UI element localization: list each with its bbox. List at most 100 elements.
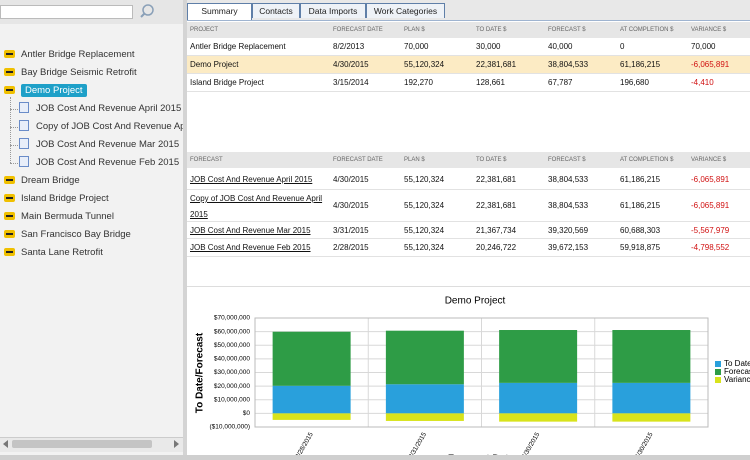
tree-node[interactable]: Island Bridge Project	[4, 191, 109, 207]
tree-label: JOB Cost And Revenue April 2015	[36, 103, 182, 114]
tree-node[interactable]: Bay Bridge Seismic Retrofit	[4, 65, 137, 81]
table-cell: 40,000	[548, 42, 573, 51]
tab[interactable]: Summary	[187, 3, 252, 20]
table-row[interactable]: Antler Bridge Replacement 8/2/2013 70,000 3…	[187, 38, 750, 56]
table-cell: 39,672,153	[548, 243, 589, 252]
scroll-left[interactable]	[2, 440, 10, 448]
table-cell: Antler Bridge Replacement	[190, 42, 286, 51]
y-tick-label: ($10,000,000)	[210, 424, 250, 431]
table-cell: 22,381,681	[476, 60, 517, 69]
tree-label: Demo Project	[21, 84, 87, 97]
table-cell: 196,680	[620, 78, 649, 87]
bar-segment	[385, 384, 464, 414]
tree-connector	[10, 163, 18, 164]
project-tree-panel: Antler Bridge Replacement Bay Bridge Seis…	[0, 0, 183, 460]
tree-node[interactable]: Demo Project	[4, 83, 87, 99]
tree-label: JOB Cost And Revenue Mar 2015	[36, 139, 180, 150]
table-cell: 22,381,681	[476, 201, 517, 210]
column-header: PROJECT	[190, 27, 219, 33]
tree-node[interactable]: Santa Lane Retrofit	[4, 245, 103, 261]
table-cell: Island Bridge Project	[190, 78, 264, 87]
column-header: VARIANCE $	[691, 157, 727, 163]
y-tick-label: $30,000,000	[214, 369, 251, 376]
column-header: FORECAST DATE	[333, 157, 383, 163]
forecast-icon	[19, 102, 29, 113]
table-cell: -6,065,891	[691, 60, 730, 69]
tree-node[interactable]: Antler Bridge Replacement	[4, 47, 135, 63]
table-cell: 0	[620, 42, 625, 51]
search-input[interactable]	[0, 5, 133, 19]
table-header: PROJECT FORECAST DATE PLAN $ TO DATE $ FOREC…	[187, 22, 750, 38]
legend-swatch	[715, 369, 721, 375]
tree-child[interactable]: JOB Cost And Revenue April 2015	[19, 101, 181, 117]
table-cell: 55,120,324	[404, 175, 445, 184]
table-cell: 60,688,303	[620, 225, 661, 235]
y-tick-label: $10,000,000	[214, 396, 251, 403]
table-row[interactable]: JOB Cost And Revenue Mar 2015 3/31/2015 55…	[187, 222, 750, 239]
table-cell: 55,120,324	[404, 243, 445, 252]
tab-bar: Summary Contacts Data Imports Work Categori…	[187, 0, 750, 21]
table-cell: 55,120,324	[404, 201, 445, 210]
column-header: TO DATE $	[476, 27, 507, 33]
y-tick-label: $60,000,000	[214, 328, 251, 335]
y-tick-label: $0	[243, 410, 251, 417]
table-cell: 38,804,533	[548, 175, 589, 184]
bar-segment	[272, 331, 351, 386]
table-cell: Demo Project	[190, 60, 239, 69]
bar-segment	[272, 385, 351, 414]
column-header: FORECAST	[190, 157, 223, 163]
tree-label: Island Bridge Project	[21, 193, 109, 204]
table-row[interactable]: Demo Project 4/30/2015 55,120,324 22,381,68…	[187, 56, 750, 74]
scroll-right[interactable]	[172, 440, 180, 448]
tree-node[interactable]: San Francisco Bay Bridge	[4, 227, 131, 243]
table-row[interactable]: Island Bridge Project 3/15/2014 192,270 128…	[187, 74, 750, 92]
table-cell: 70,000	[691, 42, 716, 51]
chart-title: Demo Project	[445, 296, 506, 307]
table-cell: 3/15/2014	[333, 78, 369, 87]
table-cell: 70,000	[404, 42, 429, 51]
tree-node[interactable]: Dream Bridge	[4, 173, 80, 189]
scroll-thumb[interactable]	[12, 440, 152, 448]
tab[interactable]: Work Categories	[366, 3, 445, 18]
tree-connector	[10, 127, 18, 128]
table-cell: -4,798,552	[691, 243, 730, 252]
forecast-icon	[19, 120, 29, 131]
project-icon	[4, 50, 15, 58]
table-cell: 4/30/2015	[333, 175, 369, 184]
table-cell: 20,246,722	[476, 243, 517, 252]
column-header: PLAN $	[404, 157, 425, 163]
y-tick-label: $70,000,000	[214, 315, 251, 322]
bar-segment	[385, 330, 464, 385]
tab[interactable]: Contacts	[252, 3, 300, 18]
tree-label: Copy of JOB Cost And Revenue April 2015	[36, 121, 183, 132]
table-cell: 38,804,533	[548, 201, 589, 210]
tree-node[interactable]: Main Bermuda Tunnel	[4, 209, 114, 225]
table-cell: 30,000	[476, 42, 501, 51]
table-cell: 61,186,215	[620, 60, 661, 69]
table-cell: 21,367,734	[476, 225, 517, 235]
table-cell: JOB Cost And Revenue Mar 2015	[190, 225, 311, 235]
y-tick-label: $20,000,000	[214, 383, 251, 390]
table-row[interactable]: JOB Cost And Revenue April 2015 4/30/2015…	[187, 170, 750, 190]
table-cell: 55,120,324	[404, 225, 445, 235]
splitter[interactable]	[183, 0, 187, 460]
table-row[interactable]: Copy of JOB Cost And Revenue April 2015 4…	[187, 190, 750, 222]
table-cell: -4,410	[691, 78, 714, 87]
table-cell: 4/30/2015	[333, 201, 369, 210]
tree-child[interactable]: JOB Cost And Revenue Mar 2015	[19, 137, 179, 153]
table-cell: -5,567,979	[691, 225, 730, 235]
search-button[interactable]	[139, 3, 155, 19]
legend-swatch	[715, 377, 721, 383]
table-cell: 59,918,875	[620, 243, 661, 252]
bar-segment	[385, 413, 464, 421]
tree-child[interactable]: Copy of JOB Cost And Revenue April 2015	[19, 119, 183, 135]
column-header: FORECAST $	[548, 157, 586, 163]
table-row[interactable]: JOB Cost And Revenue Feb 2015 2/28/2015 55…	[187, 239, 750, 257]
tab[interactable]: Data Imports	[300, 3, 366, 18]
tree-child[interactable]: JOB Cost And Revenue Feb 2015	[19, 155, 179, 171]
forecast-icon	[19, 138, 29, 149]
tree-connector	[10, 109, 18, 110]
table-cell: 67,787	[548, 78, 573, 87]
